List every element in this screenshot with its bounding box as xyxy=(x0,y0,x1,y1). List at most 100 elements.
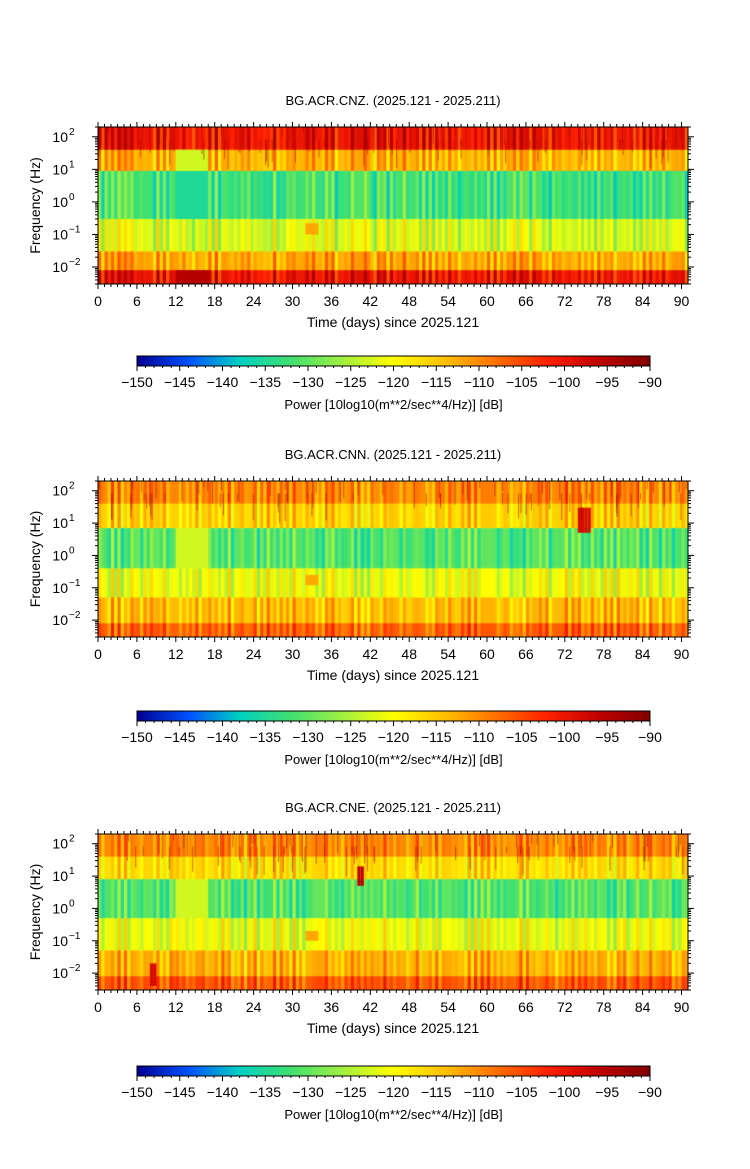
spectrogram-heatmap xyxy=(98,481,688,637)
x-tick-label: 0 xyxy=(94,999,102,1015)
colorbar-tick-label: −125 xyxy=(335,374,367,390)
colorbar-tick-label: −95 xyxy=(595,729,619,745)
colorbar-tick-label: −130 xyxy=(292,1084,324,1100)
colorbar-tick-label: −120 xyxy=(378,1084,410,1100)
x-tick-label: 30 xyxy=(285,646,301,662)
y-axis-label: Frequency (Hz) xyxy=(27,864,43,960)
x-tick-label: 66 xyxy=(518,646,534,662)
y-tick-label-base: 10 xyxy=(52,129,68,145)
colorbar-tick-label: −120 xyxy=(378,374,410,390)
x-tick-label: 6 xyxy=(133,646,141,662)
colorbar-tick-label: −140 xyxy=(207,729,239,745)
x-tick-label: 42 xyxy=(363,293,379,309)
y-tick-label-exponent: −1 xyxy=(69,578,81,589)
x-tick-label: 90 xyxy=(674,999,690,1015)
y-tick-label-exponent: −1 xyxy=(69,931,81,942)
colorbar-tick-label: −150 xyxy=(121,374,153,390)
colorbar-tick-label: −125 xyxy=(335,729,367,745)
y-tick-label-base: 10 xyxy=(52,483,68,499)
x-axis-label: Time (days) since 2025.121 xyxy=(307,1020,479,1036)
colorbar-tick-label: −105 xyxy=(506,374,538,390)
x-tick-label: 72 xyxy=(557,999,573,1015)
x-tick-label: 78 xyxy=(596,999,612,1015)
y-tick-label-base: 10 xyxy=(52,612,68,628)
colorbar-tick-label: −100 xyxy=(549,374,581,390)
y-tick-label-base: 10 xyxy=(52,580,68,596)
colorbar xyxy=(136,710,651,722)
x-tick-label: 18 xyxy=(207,293,223,309)
x-tick-label: 24 xyxy=(246,646,262,662)
x-tick-label: 36 xyxy=(324,293,340,309)
x-tick-label: 18 xyxy=(207,999,223,1015)
x-tick-label: 36 xyxy=(324,999,340,1015)
x-tick-label: 66 xyxy=(518,293,534,309)
colorbar-tick-label: −105 xyxy=(506,729,538,745)
spectrogram-panel: BG.ACR.CNN. (2025.121 - 2025.211) 0 6 12 18 2… xyxy=(27,447,694,767)
x-tick-label: 84 xyxy=(635,999,651,1015)
x-tick-label: 48 xyxy=(401,646,417,662)
y-tick-label-base: 10 xyxy=(52,259,68,275)
colorbar-tick-label: −135 xyxy=(249,729,281,745)
y-tick-label-exponent: 2 xyxy=(69,127,75,138)
x-tick-label: 84 xyxy=(635,293,651,309)
colorbar-tick-label: −150 xyxy=(121,1084,153,1100)
x-tick-label: 54 xyxy=(440,293,456,309)
colorbar-tick-label: −125 xyxy=(335,1084,367,1100)
panel-title: BG.ACR.CNZ. (2025.121 - 2025.211) xyxy=(285,93,500,108)
y-tick-label-base: 10 xyxy=(52,836,68,852)
x-tick-label: 78 xyxy=(596,293,612,309)
y-tick-label-exponent: 0 xyxy=(69,898,75,909)
y-tick-label-base: 10 xyxy=(52,161,68,177)
y-tick-label-exponent: 2 xyxy=(69,834,75,845)
x-tick-label: 60 xyxy=(479,293,495,309)
colorbar xyxy=(136,1065,651,1077)
x-tick-label: 66 xyxy=(518,999,534,1015)
x-tick-label: 0 xyxy=(94,293,102,309)
x-tick-label: 90 xyxy=(674,293,690,309)
y-axis-label: Frequency (Hz) xyxy=(27,511,43,607)
colorbar-label: Power [10log10(m**2/sec**4/Hz)] [dB] xyxy=(284,752,502,767)
x-tick-label: 12 xyxy=(168,293,184,309)
x-tick-label: 12 xyxy=(168,999,184,1015)
colorbar-tick-label: −140 xyxy=(207,374,239,390)
colorbar-tick-label: −110 xyxy=(464,1084,495,1100)
y-tick-label-base: 10 xyxy=(52,547,68,563)
colorbar-tick-label: −145 xyxy=(164,729,196,745)
colorbar-tick-label: −110 xyxy=(464,729,495,745)
x-tick-label: 30 xyxy=(285,999,301,1015)
x-tick-label: 42 xyxy=(363,999,379,1015)
colorbar-tick-label: −140 xyxy=(207,1084,239,1100)
x-tick-label: 12 xyxy=(168,646,184,662)
colorbar-tick-label: −150 xyxy=(121,729,153,745)
colorbar-tick-label: −115 xyxy=(421,374,452,390)
colorbar-tick-label: −95 xyxy=(595,1084,619,1100)
y-tick-label-exponent: −1 xyxy=(69,224,81,235)
y-tick-label-base: 10 xyxy=(52,965,68,981)
panel-title: BG.ACR.CNN. (2025.121 - 2025.211) xyxy=(285,447,502,462)
x-tick-label: 0 xyxy=(94,646,102,662)
colorbar-label: Power [10log10(m**2/sec**4/Hz)] [dB] xyxy=(284,1107,502,1122)
y-tick-label-exponent: 0 xyxy=(69,192,75,203)
y-tick-label-exponent: 1 xyxy=(69,159,75,170)
colorbar-tick-label: −105 xyxy=(506,1084,538,1100)
x-tick-label: 72 xyxy=(557,646,573,662)
y-axis-label: Frequency (Hz) xyxy=(27,157,43,253)
colorbar-tick-label: −145 xyxy=(164,374,196,390)
y-tick-label-base: 10 xyxy=(52,868,68,884)
colorbar-tick-label: −90 xyxy=(638,1084,662,1100)
colorbar xyxy=(136,355,651,367)
x-tick-label: 54 xyxy=(440,999,456,1015)
x-tick-label: 18 xyxy=(207,646,223,662)
y-tick-label-exponent: −2 xyxy=(69,963,81,974)
x-tick-label: 30 xyxy=(285,293,301,309)
x-tick-label: 48 xyxy=(401,999,417,1015)
x-tick-label: 60 xyxy=(479,999,495,1015)
y-tick-label-base: 10 xyxy=(52,194,68,210)
y-tick-label-base: 10 xyxy=(52,515,68,531)
x-tick-label: 78 xyxy=(596,646,612,662)
y-tick-label-base: 10 xyxy=(52,933,68,949)
x-axis-label: Time (days) since 2025.121 xyxy=(307,314,479,330)
x-tick-label: 84 xyxy=(635,646,651,662)
colorbar-tick-label: −100 xyxy=(549,1084,581,1100)
